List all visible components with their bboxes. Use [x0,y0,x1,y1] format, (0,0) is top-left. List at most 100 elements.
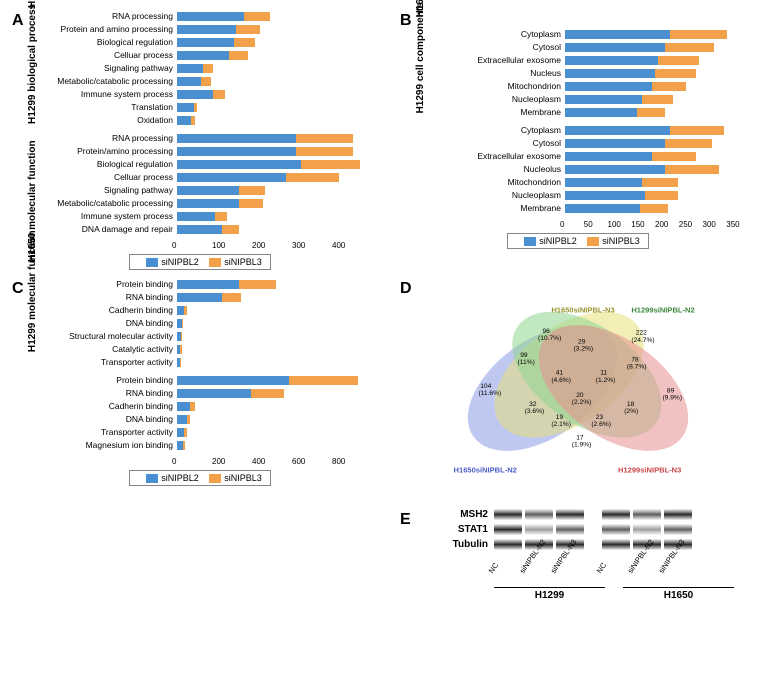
svg-text:(11.6%): (11.6%) [478,390,501,397]
bar-category: Celluar process [33,50,177,60]
bar-category: Mitochondrion [421,81,565,91]
bar-category: Catalytic activity [33,344,177,354]
legend-c: siNIPBL2 siNIPBL3 [10,470,390,486]
wb-band [494,509,522,520]
svg-text:19: 19 [556,414,564,421]
wb-cell-label: H1650 [623,587,734,601]
svg-text:89: 89 [667,388,675,395]
chart-a: H1650 biological processRNA processingPr… [32,10,390,250]
bar-category: Protein binding [33,279,177,289]
chart-b: H1650 cell componentsCytoplasmCytosolExt… [420,28,757,229]
legend-label-a: siNIPBL2 [161,257,199,267]
bar-category: RNA binding [33,388,177,398]
wb-band [525,509,553,520]
venn-set-yellow: H1650siNIPBL-N3 [551,306,614,315]
bar-category: Biological regulation [33,159,177,169]
svg-text:32: 32 [529,401,537,408]
svg-text:(2.6%): (2.6%) [591,421,611,428]
figure-grid: A H1650 biological processRNA processing… [10,10,757,601]
svg-text:(4.6%): (4.6%) [551,377,571,384]
bar-category: Membrane [421,107,565,117]
wb-lane-label: NC [595,547,618,575]
wb-cell-label: H1299 [494,587,605,601]
svg-text:222: 222 [636,330,647,337]
bar-category: DNA binding [33,414,177,424]
svg-text:(11%): (11%) [518,359,535,366]
bar-category: Transporter activity [33,357,177,367]
bar-category: Transporter activity [33,427,177,437]
svg-text:(2%): (2%) [624,408,638,415]
bar-category: Cadherin binding [33,401,177,411]
wb-band [494,524,522,535]
bar-category: DNA damage and repair [33,224,177,234]
wb-band [556,509,584,520]
svg-text:41: 41 [556,370,564,377]
svg-text:78: 78 [631,356,639,363]
panel-a: A H1650 biological processRNA processing… [10,10,390,270]
bar-category: RNA processing [33,133,177,143]
wb-band [664,524,692,535]
wb-protein-label: MSH2 [438,509,494,520]
panel-d-label: D [400,280,412,298]
wb-lane-label: siNIPBL-N3 [657,547,680,575]
wb-lane-label: siNIPBL-N2 [626,547,649,575]
svg-text:(9.9%): (9.9%) [662,395,682,402]
legend-b: siNIPBL2 siNIPBL3 [398,233,757,249]
bar-category: Magnesium ion binding [33,440,177,450]
svg-text:29: 29 [578,339,586,346]
bar-category: Protein binding [33,375,177,385]
svg-text:(24.7%): (24.7%) [631,337,654,344]
bar-category: Protein and amino processing [33,24,177,34]
venn-set-red: H1299siNIPBL-N3 [618,466,681,475]
wb-band [556,524,584,535]
bar-category: RNA processing [33,11,177,21]
wb-band [602,509,630,520]
bar-category: Oxidation [33,115,177,125]
legend-swatch-a [146,258,158,267]
panel-c-label: C [12,280,24,298]
bar-category: DNA binding [33,318,177,328]
bar-category: Nucleoplasm [421,190,565,200]
svg-text:17: 17 [576,435,584,442]
svg-text:18: 18 [627,401,635,408]
panel-b-label: B [400,12,412,30]
bar-category: Celluar process [33,172,177,182]
svg-text:104: 104 [480,383,491,390]
bar-category: Cytoplasm [421,29,565,39]
venn-set-green: H1299siNIPBL-N2 [631,306,694,315]
svg-text:(1.9%): (1.9%) [572,442,592,449]
legend-label-b: siNIPBL3 [224,257,262,267]
svg-text:(2.1%): (2.1%) [551,421,571,428]
svg-text:11: 11 [600,370,607,377]
bar-category: Cadherin binding [33,305,177,315]
panel-e: E MSH2STAT1TubulinNCsiNIPBL-N2siNIPBL-N3… [398,509,757,601]
wb-band [633,509,661,520]
bar-category: Translation [33,102,177,112]
panel-b: B H1650 cell componentsCytoplasmCytosolE… [398,10,757,270]
svg-text:23: 23 [596,414,604,421]
wb-band [602,524,630,535]
bar-category: Structural molecular activity [33,331,177,341]
wb-band [602,539,630,550]
right-col: D H1650siNIPBL-N3 H1299siNIPBL-N2 H1650s… [398,278,757,601]
svg-text:20: 20 [576,392,584,399]
bar-category: Immune system process [33,211,177,221]
bar-category: Cytosol [421,138,565,148]
svg-text:96: 96 [542,328,550,335]
bar-category: Metabolic/catabolic processing [33,76,177,86]
bar-category: Metabolic/catabolic processing [33,198,177,208]
bar-category: Cytoplasm [421,125,565,135]
bar-category: Membrane [421,203,565,213]
bar-category: Extracellular exosome [421,55,565,65]
bar-category: RNA binding [33,292,177,302]
svg-text:(3.6%): (3.6%) [525,408,545,415]
svg-text:99: 99 [520,352,528,359]
legend-swatch-b [209,258,221,267]
wb-protein-label: STAT1 [438,524,494,535]
venn-diagram: H1650siNIPBL-N3 H1299siNIPBL-N2 H1650siN… [398,278,757,503]
bar-category: Extracellular exosome [421,151,565,161]
bar-category: Protein/amino processing [33,146,177,156]
wb-protein-label: Tubulin [438,539,494,550]
panel-c: C H1650 molecular functionProtein bindin… [10,278,390,601]
bar-category: Nucleus [421,68,565,78]
